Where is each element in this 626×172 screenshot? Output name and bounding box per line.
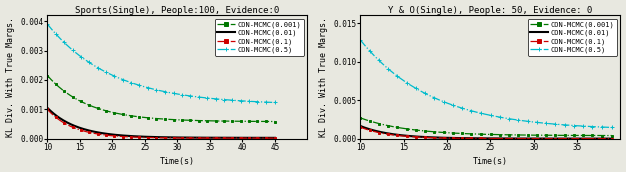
Title: Y & O(Single), People: 50, Evidence: 0: Y & O(Single), People: 50, Evidence: 0 xyxy=(388,6,593,15)
X-axis label: Time(s): Time(s) xyxy=(473,157,508,166)
Legend: CON-MCMC(0.001), CON-MCMC(0.01), CON-MCMC(0.1), CON-MCMC(0.5): CON-MCMC(0.001), CON-MCMC(0.01), CON-MCM… xyxy=(215,19,304,56)
X-axis label: Time(s): Time(s) xyxy=(160,157,195,166)
Y-axis label: KL Div. With True Margs.: KL Div. With True Margs. xyxy=(6,17,14,137)
Y-axis label: KL Div. With True Margs.: KL Div. With True Margs. xyxy=(319,17,327,137)
Legend: CON-MCMC(0.001), CON-MCMC(0.01), CON-MCMC(0.1), CON-MCMC(0.5): CON-MCMC(0.001), CON-MCMC(0.01), CON-MCM… xyxy=(528,19,617,56)
Title: Sports(Single), People:100, Evidence:0: Sports(Single), People:100, Evidence:0 xyxy=(75,6,280,15)
